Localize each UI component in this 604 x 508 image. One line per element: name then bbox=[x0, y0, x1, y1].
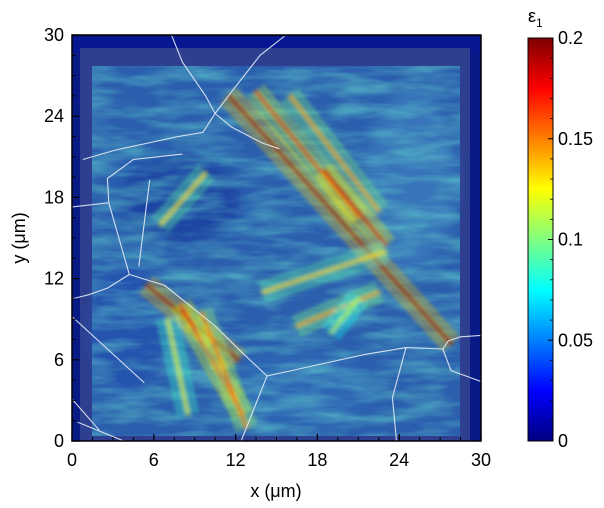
colorbar-label-main: ε bbox=[528, 6, 536, 26]
strain-band bbox=[179, 304, 245, 416]
strain-band bbox=[162, 174, 210, 229]
strain-band bbox=[156, 169, 204, 223]
colorbar-tick-label: 0.1 bbox=[558, 230, 583, 250]
strain-band bbox=[292, 92, 384, 210]
y-tick-label: 6 bbox=[54, 350, 64, 370]
strain-band bbox=[170, 317, 193, 415]
grain-boundary bbox=[391, 347, 407, 441]
y-tick-label: 30 bbox=[44, 25, 64, 45]
x-tick-label: 30 bbox=[471, 450, 491, 470]
strain-band bbox=[176, 306, 241, 418]
strain-band bbox=[204, 309, 252, 428]
y-tick-label: 18 bbox=[44, 187, 64, 207]
strain-band bbox=[326, 166, 390, 244]
strain-band bbox=[292, 282, 377, 319]
x-tick-label: 12 bbox=[226, 450, 246, 470]
grain-boundary bbox=[72, 316, 145, 384]
colorbar-tick-label: 0 bbox=[558, 431, 568, 451]
strain-band bbox=[230, 92, 456, 342]
strain-band bbox=[288, 94, 381, 213]
strain-band bbox=[157, 319, 181, 417]
strain-band bbox=[227, 94, 453, 346]
x-axis-label: x (μm) bbox=[250, 481, 301, 501]
grain-boundary bbox=[138, 179, 151, 267]
strain-band bbox=[333, 300, 363, 337]
x-axis: 0 6 12 18 24 30 bbox=[67, 434, 491, 470]
strain-band bbox=[165, 317, 190, 416]
grain-boundary bbox=[442, 348, 481, 383]
colorbar-tick-label: 0.15 bbox=[558, 129, 593, 149]
strain-band bbox=[192, 314, 240, 432]
colorbar-label: ε1 bbox=[528, 6, 543, 30]
colorbar: 0 0.05 0.1 0.15 0.2 ε1 bbox=[527, 6, 593, 451]
strain-band bbox=[322, 292, 353, 329]
colorbar-ticks: 0 0.05 0.1 0.15 0.2 bbox=[548, 28, 593, 451]
x-tick-label: 6 bbox=[149, 450, 159, 470]
strain-band bbox=[166, 177, 214, 232]
colorbar-tick-label: 0.05 bbox=[558, 330, 593, 350]
y-axis: 0 6 12 18 24 30 bbox=[44, 25, 79, 451]
strain-band bbox=[296, 89, 387, 207]
strain-band bbox=[264, 258, 390, 302]
grain-boundaries bbox=[72, 35, 481, 441]
strain-band bbox=[263, 254, 388, 298]
grain-boundary bbox=[77, 421, 125, 441]
y-tick-label: 12 bbox=[44, 269, 64, 289]
strain-band bbox=[297, 294, 382, 331]
strain-band bbox=[316, 174, 380, 252]
x-tick-label: 24 bbox=[389, 450, 409, 470]
strain-band bbox=[251, 93, 357, 222]
grain-boundary bbox=[72, 398, 100, 431]
strain-band bbox=[330, 163, 394, 241]
x-tick-label: 0 bbox=[67, 450, 77, 470]
strain-band bbox=[159, 171, 208, 227]
strain-band bbox=[175, 316, 198, 414]
grain-boundary bbox=[214, 113, 280, 150]
strain-band bbox=[299, 299, 384, 336]
strain-band bbox=[220, 100, 446, 351]
strain-band bbox=[326, 295, 357, 332]
strain-bands bbox=[140, 85, 459, 432]
strain-map bbox=[72, 35, 481, 441]
grain-boundary bbox=[82, 35, 287, 161]
y-tick-label: 24 bbox=[44, 106, 64, 126]
strain-band bbox=[329, 297, 360, 335]
strain-band bbox=[294, 287, 379, 324]
strain-band bbox=[260, 246, 386, 290]
grain-boundary bbox=[129, 273, 268, 441]
strain-band bbox=[199, 310, 249, 430]
colorbar-tick-label: 0.2 bbox=[558, 28, 583, 48]
y-axis-label: y (μm) bbox=[9, 212, 29, 263]
strain-band bbox=[152, 166, 200, 220]
strain-band bbox=[247, 96, 353, 225]
colorbar-label-sub: 1 bbox=[536, 16, 543, 30]
strain-band bbox=[234, 88, 459, 339]
strain-band bbox=[172, 309, 236, 420]
y-tick-label: 0 bbox=[54, 431, 64, 451]
strain-band bbox=[258, 241, 384, 285]
strain-band bbox=[320, 171, 384, 249]
strain-band bbox=[162, 318, 186, 416]
grain-boundary bbox=[72, 153, 183, 208]
strain-band bbox=[145, 283, 240, 362]
strain-band bbox=[224, 97, 450, 348]
strain-band bbox=[336, 303, 367, 340]
grain-boundary bbox=[72, 202, 130, 300]
strain-band bbox=[261, 85, 367, 214]
strain-band bbox=[322, 168, 388, 247]
strain-band bbox=[285, 97, 377, 215]
x-tick-label: 18 bbox=[307, 450, 327, 470]
strain-band bbox=[261, 249, 388, 294]
grain-boundary bbox=[170, 35, 216, 114]
strain-band bbox=[196, 312, 244, 431]
